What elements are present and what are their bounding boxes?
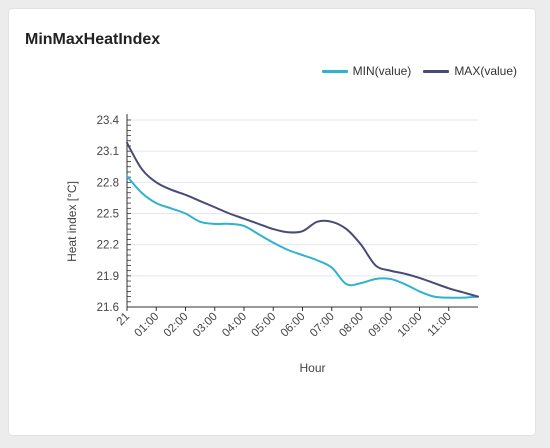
y-tick-label: 23.1 bbox=[97, 146, 119, 158]
grid-lines bbox=[127, 119, 478, 277]
legend-label-min: MIN(value) bbox=[352, 64, 412, 78]
x-tick-label: 09:00 bbox=[367, 311, 396, 340]
chart-card: MinMaxHeatIndex MIN(value) MAX(value) 21… bbox=[8, 8, 536, 436]
line-chart: 21.621.922.222.522.823.123.421 01:00 02:00… bbox=[65, 114, 479, 375]
y-tick-label: 22.8 bbox=[97, 177, 119, 189]
x-axis-title: Hour bbox=[299, 361, 325, 375]
x-tick-label: 06:00 bbox=[279, 311, 308, 340]
series-line-min bbox=[126, 175, 479, 299]
chart-legend: MIN(value) MAX(value) bbox=[310, 64, 517, 78]
axes bbox=[126, 114, 478, 311]
y-tick-label: 22.5 bbox=[97, 209, 119, 221]
x-tick-label: 04:00 bbox=[220, 311, 249, 340]
chart-title: MinMaxHeatIndex bbox=[25, 31, 161, 48]
x-tick-label: 05:00 bbox=[250, 311, 279, 340]
legend-item-min[interactable]: MIN(value) bbox=[321, 64, 412, 78]
y-tick-label: 21.9 bbox=[97, 271, 119, 283]
legend-swatch-max bbox=[423, 69, 450, 73]
series-line-max bbox=[126, 141, 479, 298]
y-tick-label: 22.2 bbox=[97, 240, 119, 252]
legend-label-max: MAX(value) bbox=[454, 64, 517, 78]
y-tick-label: 23.4 bbox=[97, 115, 120, 127]
y-axis-title: Heat index [°C] bbox=[65, 181, 79, 262]
x-tick-label: 03:00 bbox=[191, 311, 220, 340]
x-tick-label: 10:00 bbox=[396, 311, 425, 340]
x-tick-label: 02:00 bbox=[162, 311, 191, 340]
y-tick-label: 21.6 bbox=[97, 302, 119, 314]
tick-labels: 21.621.922.222.522.823.123.421 01:00 02:00… bbox=[97, 115, 454, 339]
legend-swatch-min bbox=[321, 69, 348, 73]
x-tick-label: 11:00 bbox=[426, 311, 454, 339]
x-tick-label: 08:00 bbox=[337, 311, 366, 340]
x-tick-label: 07:00 bbox=[308, 311, 337, 340]
x-tick-label: 01:00 bbox=[133, 311, 162, 340]
series-lines bbox=[126, 141, 479, 299]
legend-item-max[interactable]: MAX(value) bbox=[423, 64, 517, 78]
